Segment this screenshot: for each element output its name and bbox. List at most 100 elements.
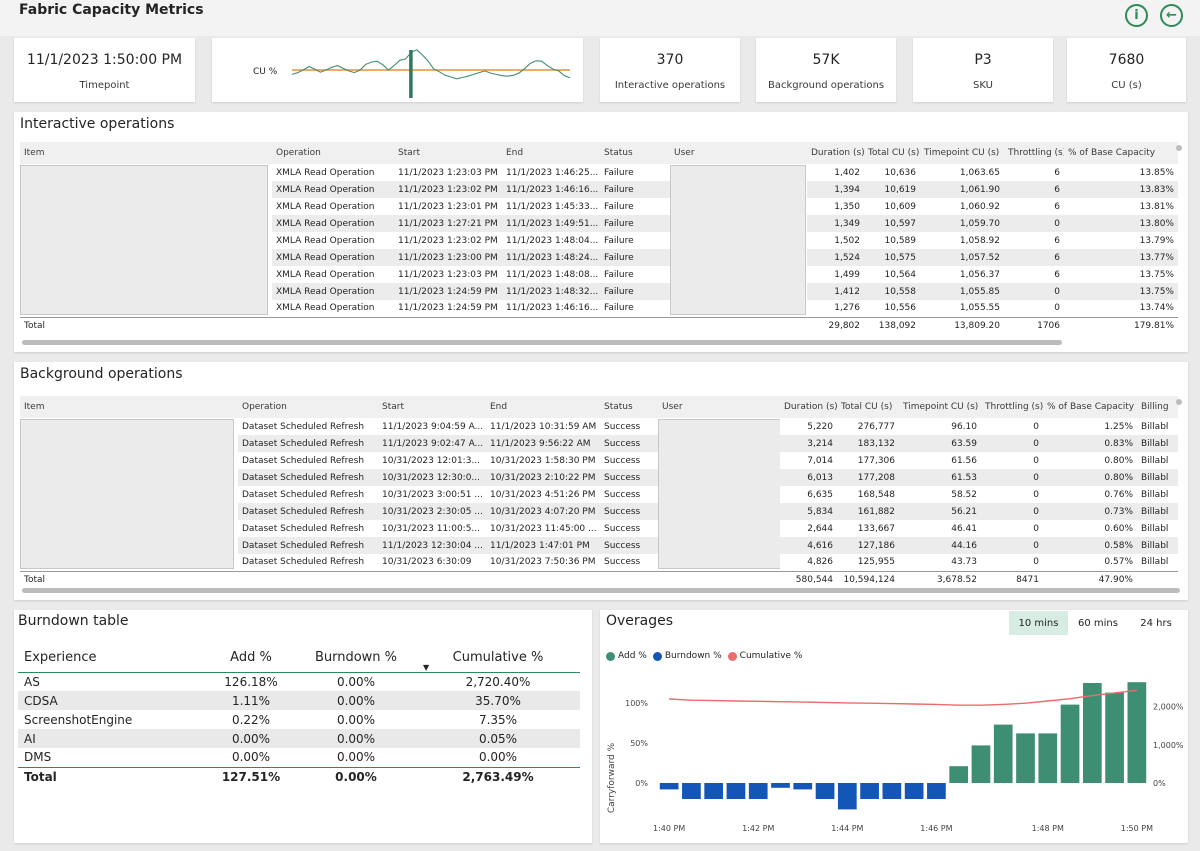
burndown-bar[interactable] [793, 783, 813, 790]
back-arrow-icon[interactable]: ← [1160, 4, 1183, 27]
add-bar[interactable] [1127, 682, 1147, 783]
table-row[interactable]: XMLA Read Operation 11/1/2023 1:24:59 PM 1… [20, 283, 1178, 300]
table-row[interactable]: XMLA Read Operation 11/1/2023 1:23:03 PM 1… [20, 266, 1178, 283]
add-bar[interactable] [1082, 683, 1102, 783]
col-header-start[interactable]: Start [378, 396, 486, 418]
table-row[interactable]: Dataset Scheduled Refresh 10/31/2023 2:30… [20, 503, 1178, 520]
add-legend-marker [606, 651, 615, 661]
add-bar[interactable] [1016, 733, 1035, 783]
add-bar[interactable] [1038, 733, 1058, 783]
duration-cell: 1,412 [807, 283, 864, 300]
col-header-user[interactable]: User [658, 396, 780, 418]
table-row[interactable]: Dataset Scheduled Refresh 11/1/2023 9:02:… [20, 435, 1178, 452]
base-capacity-cell: 13.85% [1139, 167, 1174, 178]
burndown-bar[interactable] [815, 783, 835, 799]
col-header-cumulative[interactable]: Cumulative % [416, 643, 580, 673]
col-header-item[interactable]: Item [20, 142, 272, 164]
table-row[interactable]: XMLA Read Operation 11/1/2023 1:23:02 PM 1… [20, 232, 1178, 249]
burndown-row[interactable]: AS 126.18% 0.00% 2,720.40% [18, 672, 580, 691]
burndown-header-row: Experience Add % Burndown % Cumulative % [18, 643, 580, 673]
col-header-status[interactable]: Status [600, 142, 670, 164]
toggle-24-hrs[interactable]: 24 hrs [1140, 617, 1172, 629]
cu-sparkline-card[interactable]: CU % [212, 38, 583, 102]
table-row[interactable]: XMLA Read Operation 11/1/2023 1:24:59 PM 1… [20, 300, 1178, 317]
burndown-row[interactable]: ScreenshotEngine 0.22% 0.00% 7.35% [18, 710, 580, 729]
col-header-start[interactable]: Start [394, 142, 502, 164]
col-header-experience[interactable]: Experience [18, 643, 206, 673]
col-header-base-capacity[interactable]: % of Base Capacity [1064, 142, 1178, 164]
burndown-bar[interactable] [860, 783, 879, 799]
table-row[interactable]: Dataset Scheduled Refresh 10/31/2023 6:30… [20, 554, 1178, 571]
col-header-throttling[interactable]: Throttling (s) [981, 396, 1043, 418]
table-row[interactable]: Dataset Scheduled Refresh 11/1/2023 9:04:… [20, 418, 1178, 570]
table-row[interactable]: Dataset Scheduled Refresh 10/31/2023 12:3… [20, 469, 1178, 486]
col-header-throttling[interactable]: Throttling (s) [1004, 142, 1064, 164]
col-header-duration[interactable]: Duration (s) [807, 142, 864, 164]
start-cell: 11/1/2023 1:24:59 PM [398, 303, 498, 314]
billing-cell: Billabl [1141, 523, 1169, 534]
toggle-10-mins[interactable]: 10 mins [1009, 611, 1068, 635]
burndown-bar[interactable] [837, 783, 857, 810]
burndown-row[interactable]: CDSA 1.11% 0.00% 35.70% [18, 691, 580, 710]
burndown-bar[interactable] [904, 783, 924, 799]
burndown-row[interactable]: AI 0.00% 0.00% 0.05% [18, 729, 580, 748]
col-header-base-capacity[interactable]: % of Base Capacity [1043, 396, 1137, 418]
add-bar[interactable] [1060, 704, 1080, 783]
end-cell: 11/1/2023 1:47:01 PM [486, 537, 600, 554]
burndown-title: Burndown table [18, 613, 129, 629]
operation-cell: XMLA Read Operation [276, 201, 375, 212]
table-row[interactable]: XMLA Read Operation 11/1/2023 1:27:21 PM 1… [20, 215, 1178, 232]
burndown-bar[interactable] [882, 783, 902, 799]
col-header-item[interactable]: Item [20, 396, 238, 418]
burndown-row[interactable]: DMS 0.00% 0.00% 0.00% [18, 748, 580, 767]
toggle-60-mins[interactable]: 60 mins [1078, 617, 1118, 629]
table-row[interactable]: XMLA Read Operation 11/1/2023 1:23:00 PM 1… [20, 249, 1178, 266]
col-header-timepoint-cu[interactable]: Timepoint CU (s) [899, 396, 981, 418]
total-cu-cell: 161,882 [837, 503, 899, 520]
sparkline-timepoint-marker[interactable] [409, 50, 413, 98]
add-bar[interactable] [1105, 692, 1124, 783]
col-header-operation[interactable]: Operation [272, 142, 394, 164]
sort-descending-icon[interactable]: ▼ [423, 663, 430, 672]
vertical-scrollbar[interactable] [1176, 145, 1182, 151]
info-icon[interactable]: i [1125, 4, 1148, 27]
cumulative-line[interactable] [669, 689, 1137, 706]
table-row[interactable]: Dataset Scheduled Refresh 10/31/2023 3:00… [20, 486, 1178, 503]
col-header-add[interactable]: Add % [206, 643, 296, 673]
burndown-bar[interactable] [927, 783, 946, 799]
col-header-billing[interactable]: Billing [1137, 396, 1178, 418]
table-row[interactable]: Dataset Scheduled Refresh 10/31/2023 11:0… [20, 520, 1178, 537]
col-header-operation[interactable]: Operation [238, 396, 378, 418]
total-cu-cell: 183,132 [837, 435, 899, 452]
col-header-total-cu[interactable]: Total CU (s) [837, 396, 899, 418]
add-bar[interactable] [993, 724, 1013, 783]
burndown-bar[interactable] [771, 783, 790, 788]
table-row[interactable]: Dataset Scheduled Refresh 10/31/2023 12:0… [20, 452, 1178, 469]
table-row[interactable]: XMLA Read Operation 11/1/2023 1:23:01 PM 1… [20, 198, 1178, 215]
col-header-user[interactable]: User [670, 142, 807, 164]
burndown-bar[interactable] [659, 783, 679, 790]
table-row[interactable]: XMLA Read Operation 11/1/2023 1:23:03 PM 1… [20, 164, 1178, 316]
col-header-burndown[interactable]: Burndown % [296, 643, 416, 673]
burndown-bar[interactable] [704, 783, 724, 799]
col-header-total-cu[interactable]: Total CU (s) [864, 142, 920, 164]
col-header-end[interactable]: End [486, 396, 600, 418]
table-row[interactable]: XMLA Read Operation 11/1/2023 1:23:02 PM 1… [20, 181, 1178, 198]
horizontal-scrollbar[interactable] [22, 340, 1062, 345]
vertical-scrollbar[interactable] [1176, 399, 1182, 405]
add-bar[interactable] [971, 745, 991, 783]
col-header-status[interactable]: Status [600, 396, 658, 418]
overages-chart[interactable]: 0% 50% 100% 0% 1,000% 2,000% Carryforward % 1:4… [600, 660, 1188, 840]
col-header-duration[interactable]: Duration (s) [780, 396, 837, 418]
col-header-end[interactable]: End [502, 142, 600, 164]
burndown-bar[interactable] [726, 783, 746, 799]
x-tick-label: 1:42 PM [742, 824, 774, 833]
horizontal-scrollbar[interactable] [22, 588, 1180, 593]
burndown-bar[interactable] [682, 783, 701, 799]
experience-cell: CDSA [18, 691, 206, 710]
add-bar[interactable] [949, 766, 969, 783]
burndown-bar[interactable] [748, 783, 768, 799]
table-row[interactable]: Dataset Scheduled Refresh 11/1/2023 12:30… [20, 537, 1178, 554]
col-header-timepoint-cu[interactable]: Timepoint CU (s) [920, 142, 1004, 164]
total-throttling: 8471 [981, 570, 1043, 588]
